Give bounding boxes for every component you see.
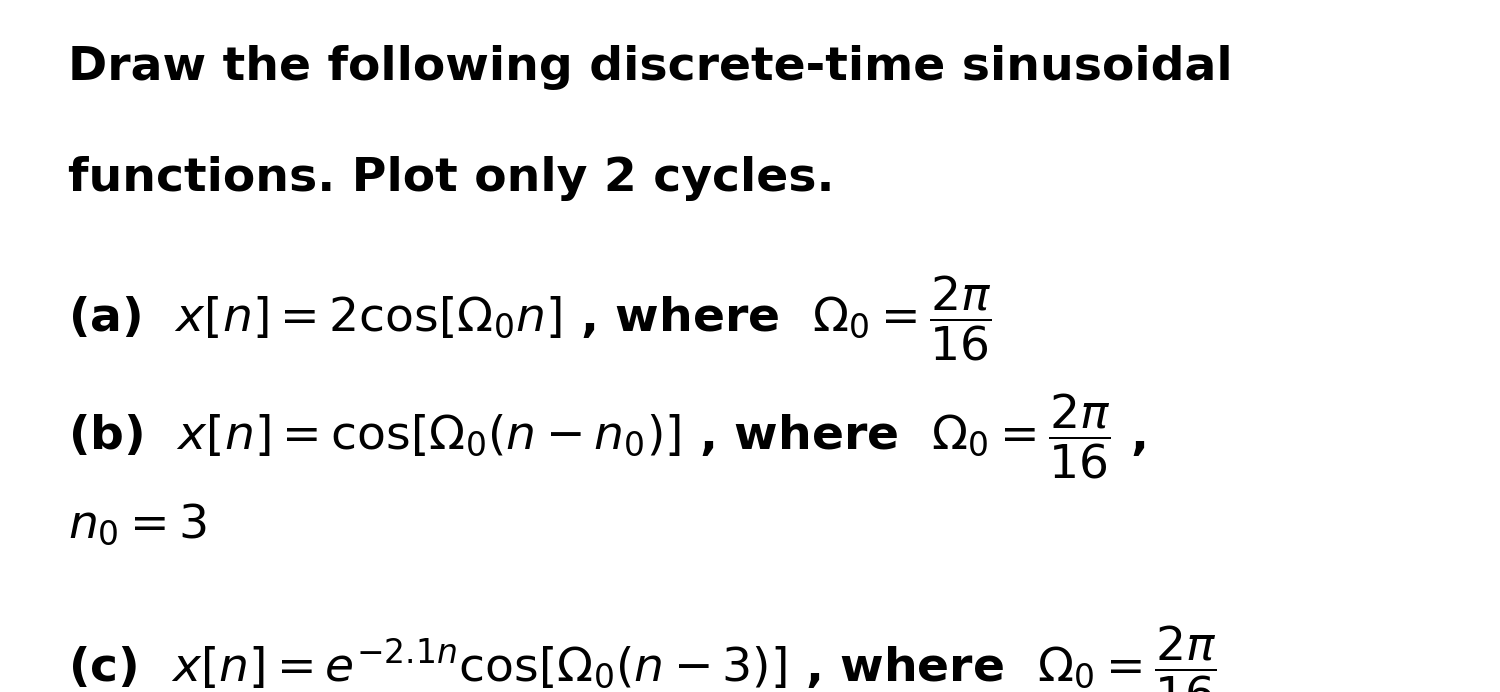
Text: (a)  $x[n] = 2\cos[\Omega_0 n]$ , where  $\Omega_0 = \dfrac{2\pi}{16}$: (a) $x[n] = 2\cos[\Omega_0 n]$ , where $…: [68, 273, 992, 363]
Text: (b)  $x[n] = \cos[\Omega_0(n - n_0)]$ , where  $\Omega_0 = \dfrac{2\pi}{16}$ ,: (b) $x[n] = \cos[\Omega_0(n - n_0)]$ , w…: [68, 391, 1146, 481]
Text: Draw the following discrete-time sinusoidal: Draw the following discrete-time sinusoi…: [68, 45, 1231, 90]
Text: $n_0 = 3$: $n_0 = 3$: [68, 502, 206, 547]
Text: functions. Plot only 2 cycles.: functions. Plot only 2 cycles.: [68, 156, 834, 201]
Text: (c)  $x[n] = e^{-2.1n}\cos[\Omega_0(n - 3)]$ , where  $\Omega_0 = \dfrac{2\pi}{1: (c) $x[n] = e^{-2.1n}\cos[\Omega_0(n - 3…: [68, 623, 1215, 692]
